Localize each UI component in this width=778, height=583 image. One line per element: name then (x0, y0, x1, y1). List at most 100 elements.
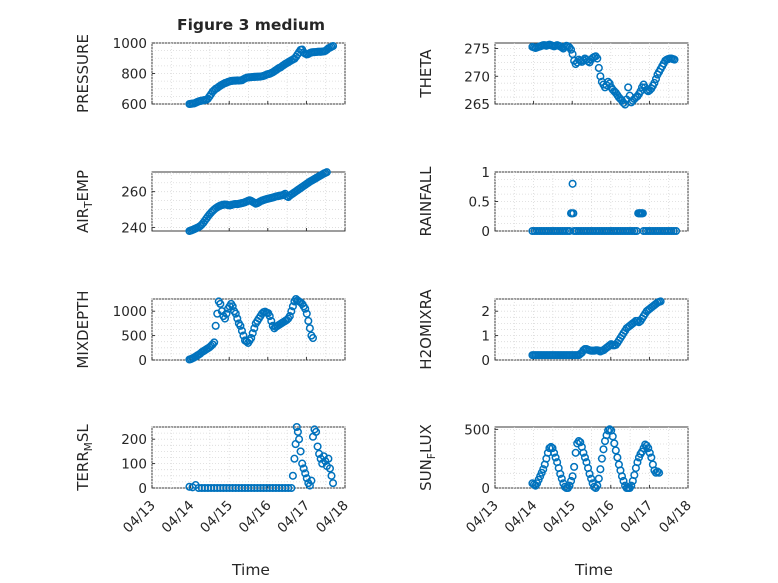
data-point (656, 297, 665, 306)
y-axis-label-tail: EMP (74, 170, 92, 201)
data-point (569, 209, 578, 218)
data-point (596, 465, 605, 474)
data-point (328, 42, 338, 51)
data-point (566, 476, 576, 486)
data-point (248, 329, 257, 338)
y-axis-label-tail: LUX (417, 424, 435, 453)
data-point (594, 63, 603, 73)
data-point (644, 444, 653, 453)
data-point (550, 448, 559, 457)
data-point (327, 471, 336, 480)
data-point (653, 467, 662, 476)
data-point (599, 445, 608, 454)
y-axis-label: AIRTEMP (74, 170, 95, 233)
y-tick-label: 275 (464, 42, 490, 58)
y-tick-label: 800 (121, 67, 147, 83)
data-point (287, 483, 296, 493)
y-axis-label-main: PRESSURE (74, 34, 92, 113)
y-axis-label-main: MIXDEPTH (74, 290, 92, 368)
data-point (645, 448, 654, 457)
data-point (576, 438, 585, 447)
data-point (298, 459, 307, 468)
data-point (301, 469, 310, 478)
data-point (299, 464, 308, 473)
data-point (237, 326, 246, 335)
subplot-pressure: 600 800 1000 PRESSURE (74, 34, 346, 113)
y-axis-label-subscript: F (426, 453, 438, 459)
data-point (233, 314, 242, 323)
data-point (324, 454, 333, 463)
x-axis-label-left: Time (231, 561, 270, 579)
y-tick-label: 1 (481, 329, 490, 345)
data-point (307, 476, 316, 485)
y-axis-label-subscript: M (83, 442, 95, 451)
data-point (267, 316, 276, 326)
y-tick-label: 100 (121, 457, 147, 473)
data-point (250, 324, 259, 333)
data-point (642, 86, 651, 95)
data-point (220, 314, 230, 323)
y-tick-label: 1000 (113, 36, 147, 52)
data-point (265, 312, 274, 321)
y-tick-label: 260 (121, 185, 147, 201)
data-point (247, 333, 256, 343)
data-point (328, 479, 338, 488)
y-tick-label: 265 (464, 97, 490, 113)
subplot-theta: 265 270 275 THETA (417, 40, 689, 113)
data-point (594, 474, 603, 483)
y-tick-label: 1000 (113, 304, 147, 320)
data-point (287, 307, 296, 316)
y-axis-label-main: RAINFALL (417, 166, 435, 237)
data-point (305, 481, 314, 490)
y-tick-label: 500 (464, 422, 490, 438)
data-point (593, 54, 602, 63)
data-point (651, 468, 661, 477)
y-axis-label-tail: SL (74, 424, 92, 443)
data-point (228, 302, 237, 311)
data-point (296, 447, 305, 456)
data-point (308, 333, 318, 343)
data-point (650, 78, 659, 87)
data-point (312, 427, 321, 436)
y-tick-label: 0 (481, 353, 490, 369)
data-point (627, 481, 636, 490)
y-tick-label: 0 (481, 224, 490, 240)
y-axis-label: MIXDEPTH (74, 290, 92, 368)
data-point (624, 83, 633, 92)
data-point (651, 74, 661, 84)
y-axis-label-main: H2OMIXRA (417, 289, 435, 370)
y-tick-label: 0.5 (469, 195, 490, 211)
data-point (288, 302, 297, 311)
data-point (655, 468, 664, 477)
data-point (604, 426, 613, 435)
data-point (579, 448, 588, 457)
y-tick-label: 0 (481, 481, 490, 497)
y-axis-label: THETA (417, 49, 435, 99)
y-axis-label: RAINFALL (417, 166, 435, 237)
data-point (671, 226, 681, 236)
data-point (285, 312, 294, 321)
y-tick-label: 600 (121, 97, 147, 113)
data-point (568, 179, 577, 188)
data-point (670, 55, 679, 64)
data-point (565, 481, 574, 490)
data-point (325, 464, 334, 473)
data-point (566, 45, 576, 54)
y-axis-label-main: THETA (417, 49, 435, 99)
data-point (302, 309, 311, 318)
subplot-air-temp: 240 260 AIRTEMP (74, 168, 346, 236)
data-point (313, 442, 322, 451)
y-tick-label: 500 (121, 329, 147, 345)
data-point (305, 324, 314, 333)
subplot-h2omixra: 0 1 2 H2OMIXRA (417, 289, 689, 370)
data-point (585, 469, 594, 478)
data-point (551, 453, 560, 462)
data-point (597, 454, 606, 463)
subplot-mixdepth: 0 500 1000 MIXDEPTH (74, 290, 346, 369)
y-axis-label: PRESSURE (74, 34, 92, 113)
data-point (545, 444, 554, 453)
data-point (322, 168, 331, 177)
y-tick-label: 270 (464, 69, 490, 85)
